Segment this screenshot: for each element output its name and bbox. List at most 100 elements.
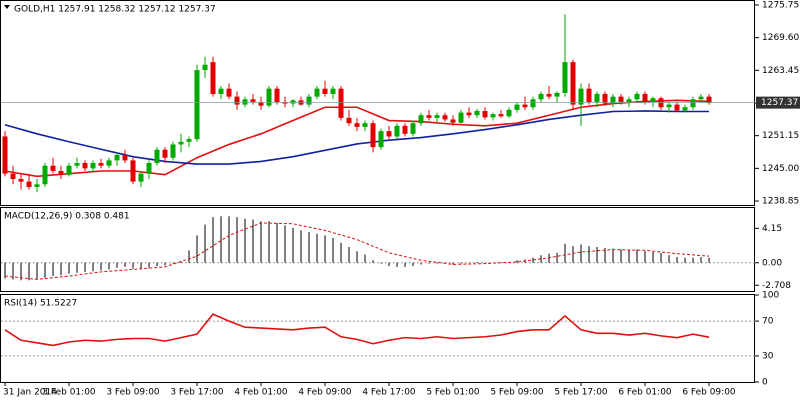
candle-body — [146, 163, 152, 174]
candle-body — [546, 93, 552, 97]
last-price-box — [756, 96, 800, 109]
y-tick-label: -2.708 — [762, 281, 791, 291]
candle-body — [466, 112, 472, 116]
candle-body — [50, 165, 56, 171]
y-tick-label: 70 — [762, 317, 774, 327]
candle-body — [10, 173, 16, 179]
candle-body — [130, 160, 136, 182]
y-tick-label: 1245.00 — [762, 164, 799, 174]
candle-body — [610, 96, 616, 104]
candle-body — [218, 88, 224, 94]
candle-body — [258, 101, 264, 106]
candle-body — [250, 99, 256, 102]
candle-body — [386, 131, 392, 137]
candle-body — [362, 123, 368, 127]
x-tick-label: 31 Jan 2014 — [3, 388, 57, 398]
candle-body — [2, 136, 8, 174]
candle-body — [378, 131, 384, 148]
candle-body — [98, 163, 104, 166]
x-tick-label: 6 Feb 09:00 — [682, 388, 736, 398]
x-tick-label: 4 Feb 09:00 — [298, 388, 352, 398]
candle-body — [554, 92, 560, 97]
candle-body — [530, 99, 536, 108]
y-tick-label: 30 — [762, 351, 774, 361]
indicator-line — [4, 99, 710, 178]
candle-body — [226, 88, 232, 97]
x-tick-label: 3 Feb 17:00 — [170, 388, 224, 398]
candle-body — [170, 144, 176, 158]
y-tick-label: 1251.15 — [762, 131, 799, 141]
y-tick-label: 100 — [762, 291, 779, 301]
candle-body — [682, 107, 688, 111]
menu-arrow — [4, 5, 10, 9]
candle-body — [138, 173, 144, 182]
candle-body — [578, 88, 584, 105]
candle-body — [114, 155, 120, 161]
candle-body — [562, 62, 568, 93]
candle-body — [234, 96, 240, 105]
x-tick-label: 4 Feb 01:00 — [234, 388, 288, 398]
candle-body — [186, 139, 192, 142]
last-price-label: 1257.37 — [761, 98, 798, 108]
candle-body — [602, 93, 608, 104]
candle-body — [642, 93, 648, 102]
candle-body — [426, 115, 432, 118]
rsi-panel — [0, 294, 755, 383]
indicator-line — [4, 222, 710, 280]
candle-body — [570, 62, 576, 105]
candle-body — [90, 163, 96, 169]
candle-body — [538, 93, 544, 100]
indicator-line — [4, 110, 709, 165]
price-title: GOLD,H1 1257.91 1258.32 1257.12 1257.37 — [14, 5, 216, 15]
candle-body — [66, 165, 72, 175]
candle-body — [498, 114, 504, 117]
candle-body — [202, 64, 208, 71]
x-tick-label: 5 Feb 01:00 — [426, 388, 480, 398]
candle-body — [698, 96, 704, 100]
candle-body — [322, 88, 328, 94]
candle-body — [354, 123, 360, 127]
indicator-line — [4, 313, 710, 347]
candle-body — [650, 98, 656, 102]
candle-body — [306, 96, 312, 105]
candle-body — [338, 88, 344, 118]
candle-body — [346, 117, 352, 124]
candle-body — [506, 109, 512, 117]
candle-body — [74, 163, 80, 166]
candle-body — [242, 99, 248, 105]
candle-body — [410, 123, 416, 134]
candle-body — [290, 100, 296, 104]
rsi-title: RSI(14) 51.5227 — [4, 299, 77, 309]
candle-body — [706, 96, 712, 103]
y-tick-label: 1263.45 — [762, 66, 799, 76]
macd-title: MACD(12,26,9) 0.308 0.481 — [4, 212, 130, 222]
candle-body — [122, 155, 128, 161]
candle-body — [34, 184, 40, 187]
candle-body — [274, 88, 280, 102]
candle-body — [522, 104, 528, 108]
candle-body — [82, 163, 88, 169]
y-tick-label: 1238.85 — [762, 197, 799, 207]
candle-body — [162, 149, 168, 158]
candle-body — [18, 178, 24, 182]
candle-body — [402, 125, 408, 134]
candle-body — [42, 165, 48, 185]
candle-body — [178, 141, 184, 145]
candle-body — [586, 88, 592, 102]
candle-body — [666, 104, 672, 108]
candle-body — [314, 88, 320, 97]
candle-body — [330, 88, 336, 94]
candle-body — [154, 149, 160, 164]
y-tick-label: 1275.75 — [762, 0, 799, 10]
x-tick-label: 6 Feb 01:00 — [618, 388, 672, 398]
candle-body — [370, 123, 376, 148]
candle-body — [450, 119, 456, 123]
candle-body — [490, 114, 496, 118]
y-tick-label: 0 — [762, 378, 768, 388]
x-tick-label: 5 Feb 17:00 — [554, 388, 608, 398]
candle-body — [434, 115, 440, 118]
candle-body — [514, 104, 520, 110]
x-tick-label: 3 Feb 01:00 — [42, 388, 96, 398]
candle-body — [194, 70, 200, 140]
